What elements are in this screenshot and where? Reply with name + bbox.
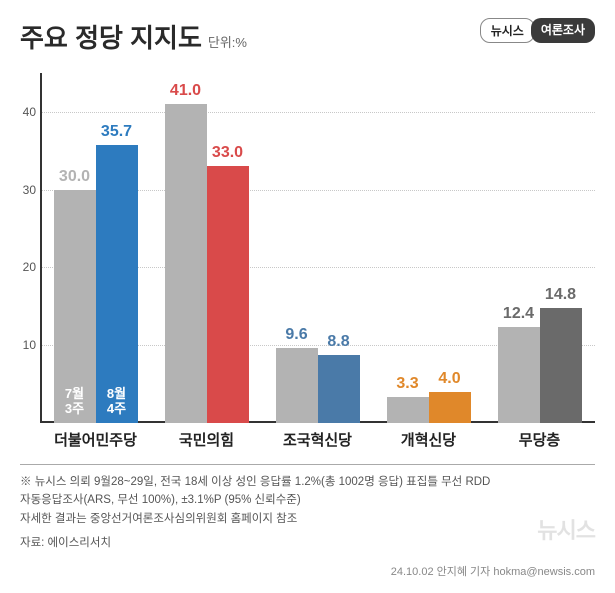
bar: 33.0: [207, 166, 249, 423]
bars-container: 30.07월3주35.78월4주41.033.09.68.83.34.012.4…: [40, 73, 595, 423]
bar: 9.6: [276, 348, 318, 423]
y-tick: 10: [23, 338, 36, 352]
source-row: 자료: 에이스리서치: [20, 534, 595, 550]
x-label: 국민의힘: [151, 429, 262, 450]
bar-period-label: 7월3주: [54, 386, 96, 417]
y-tick: 30: [23, 183, 36, 197]
x-label: 개혁신당: [373, 429, 484, 450]
bar-period-label: 8월4주: [96, 386, 138, 417]
data-source: 자료: 에이스리서치: [20, 534, 111, 550]
bar-value-label: 3.3: [387, 375, 429, 393]
bar-value-label: 4.0: [429, 370, 471, 388]
bar: 14.8: [540, 308, 582, 423]
bar-group: 30.07월3주35.78월4주: [40, 73, 151, 423]
chart-unit: 단위:%: [208, 32, 247, 51]
bar-value-label: 8.8: [318, 333, 360, 351]
footnote-line: ※ 뉴시스 의뢰 9월28~29일, 전국 18세 이상 성인 응답률 1.2%…: [20, 473, 595, 491]
bar: 35.78월4주: [96, 145, 138, 423]
bar-group: 3.34.0: [373, 73, 484, 423]
footnote-line: 자동응답조사(ARS, 무선 100%), ±3.1%P (95% 신뢰수준): [20, 491, 595, 509]
x-label: 더불어민주당: [40, 429, 151, 450]
bar: 12.4: [498, 327, 540, 423]
watermark: 뉴시스: [537, 513, 595, 545]
badge-source: 뉴시스: [480, 18, 535, 43]
footnote-line: 자세한 결과는 중앙선거여론조사심의위원회 홈페이지 참조: [20, 510, 595, 528]
bar-group: 12.414.8: [484, 73, 595, 423]
y-axis: 10 20 30 40: [12, 73, 40, 423]
bar-value-label: 14.8: [540, 286, 582, 304]
bar-value-label: 30.0: [54, 168, 96, 186]
bar: 30.07월3주: [54, 190, 96, 423]
footnote: ※ 뉴시스 의뢰 9월28~29일, 전국 18세 이상 성인 응답률 1.2%…: [20, 464, 595, 528]
bar: 3.3: [387, 397, 429, 423]
bar: 4.0: [429, 392, 471, 423]
bar-value-label: 35.7: [96, 123, 138, 141]
credit-line: 24.10.02 안지혜 기자 hokma@newsis.com: [391, 563, 595, 579]
x-label: 무당층: [484, 429, 595, 450]
bar-group: 9.68.8: [262, 73, 373, 423]
bar-value-label: 12.4: [498, 305, 540, 323]
y-tick: 20: [23, 260, 36, 274]
bar: 8.8: [318, 355, 360, 423]
chart-area: 10203040 30.07월3주35.78월4주41.033.09.68.83…: [40, 73, 595, 423]
x-axis-labels: 더불어민주당국민의힘조국혁신당개혁신당무당층: [40, 429, 595, 450]
bar-value-label: 33.0: [207, 144, 249, 162]
x-label: 조국혁신당: [262, 429, 373, 450]
badge-type: 여론조사: [531, 18, 595, 43]
chart-title: 주요 정당 지지도: [20, 18, 202, 55]
bar-value-label: 41.0: [165, 82, 207, 100]
title-wrap: 주요 정당 지지도 단위:%: [20, 18, 247, 55]
bar-value-label: 9.6: [276, 326, 318, 344]
chart-header: 주요 정당 지지도 단위:% 뉴시스 여론조사: [0, 0, 615, 63]
source-badges: 뉴시스 여론조사: [480, 18, 595, 43]
bar: 41.0: [165, 104, 207, 423]
bar-group: 41.033.0: [151, 73, 262, 423]
y-tick: 40: [23, 105, 36, 119]
